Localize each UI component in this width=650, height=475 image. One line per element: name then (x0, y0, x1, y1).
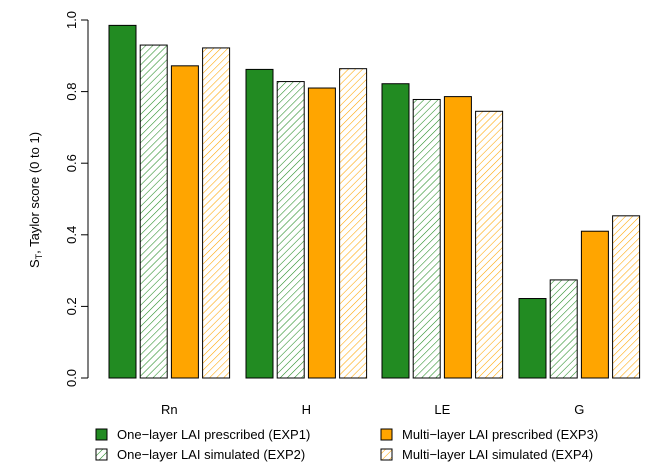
x-tick-label: H (302, 402, 311, 417)
x-tick-label: G (574, 402, 584, 417)
legend-label: Multi−layer LAI simulated (EXP4) (402, 447, 593, 462)
y-tick-label: 1.0 (64, 11, 79, 29)
bar-rn-series-1 (108, 24, 137, 379)
bar-le-series-1 (381, 83, 410, 379)
bar-g-series-3 (580, 230, 609, 379)
legend-swatch (380, 448, 393, 461)
x-axis-labels: Rn H LE G (161, 402, 584, 417)
bar-h-series-2 (276, 81, 305, 379)
bar-rn-series-4 (202, 47, 231, 379)
legend-swatch (95, 428, 108, 441)
legend: One−layer LAI prescribed (EXP1) One−layer… (95, 427, 598, 462)
x-tick-label: LE (434, 402, 450, 417)
y-tick-label: 0.2 (64, 297, 79, 315)
bar-le-series-3 (443, 96, 472, 379)
y-tick-label: 0.0 (64, 369, 79, 387)
y-axis: 0.0 0.2 0.4 0.6 0.8 1.0 (64, 11, 89, 387)
bar-h-series-3 (307, 87, 336, 379)
legend-swatch (380, 428, 393, 441)
y-tick-label: 0.4 (64, 226, 79, 244)
legend-label: Multi−layer LAI prescribed (EXP3) (402, 427, 598, 442)
bar-le-series-2 (412, 98, 441, 379)
legend-swatch (95, 448, 108, 461)
bar-h-series-4 (339, 68, 368, 379)
y-axis-label: ST, Taylor score (0 to 1) (27, 132, 44, 268)
x-tick-label: Rn (161, 402, 178, 417)
y-tick-label: 0.6 (64, 154, 79, 172)
legend-label: One−layer LAI prescribed (EXP1) (117, 427, 310, 442)
bar-h-series-1 (245, 68, 274, 379)
bar-g-series-2 (549, 279, 578, 379)
legend-label: One−layer LAI simulated (EXP2) (117, 447, 305, 462)
bar-le-series-4 (475, 110, 504, 379)
bars (108, 24, 641, 379)
bar-rn-series-3 (170, 65, 199, 379)
bar-g-series-4 (612, 215, 641, 379)
y-tick-label: 0.8 (64, 83, 79, 101)
bar-rn-series-2 (139, 44, 168, 379)
bar-g-series-1 (518, 298, 547, 379)
